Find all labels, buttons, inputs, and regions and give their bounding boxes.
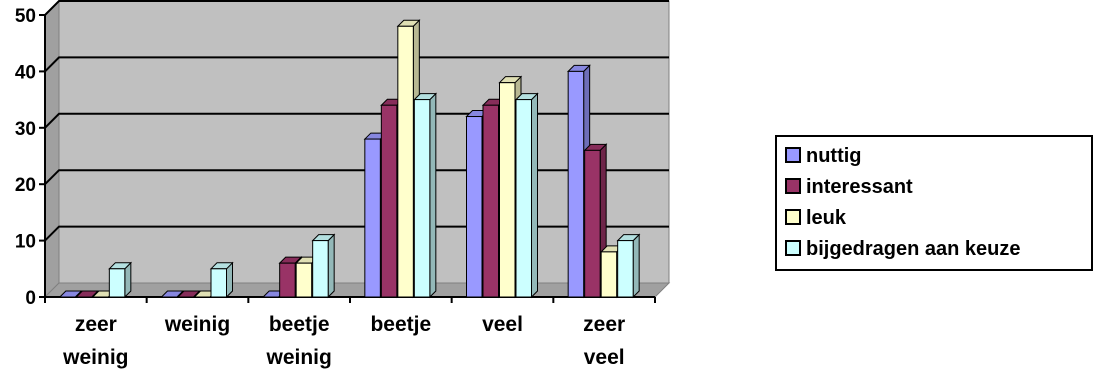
gridline (44, 0, 669, 16)
x-tick-label: veel (482, 313, 523, 336)
bars (58, 19, 641, 299)
legend-label: interessant (806, 176, 913, 198)
y-tick-label: 0 (25, 288, 36, 309)
legend-label: nuttig (806, 145, 862, 167)
bar (176, 290, 201, 298)
bar (108, 261, 133, 299)
bar (616, 233, 641, 299)
gridline (44, 225, 669, 242)
x-tick-label: zeer veel (583, 313, 625, 369)
x-tick-label: beetje weinig (265, 313, 331, 369)
x-tick-label: zeer weinig (62, 313, 128, 369)
legend: nuttig interessant leuk bijgedragen aan keu… (775, 135, 1093, 271)
legend-entry: bijgedragen aan keuze (785, 238, 1021, 260)
legend-entry: leuk (785, 207, 847, 229)
side-wall (44, 0, 60, 299)
y-tick-label: 30 (15, 119, 36, 140)
y-tick-label: 20 (15, 175, 36, 196)
bar (514, 92, 539, 299)
bar (75, 290, 100, 298)
legend-swatch (785, 240, 801, 256)
legend-label: leuk (806, 207, 847, 229)
gridline (44, 112, 669, 129)
legend-swatch (785, 209, 801, 225)
x-tick-label: beetje (370, 313, 431, 336)
bar (160, 290, 185, 298)
legend-entry: nuttig (785, 145, 862, 167)
y-tick-label: 10 (15, 232, 36, 253)
legend-label: bijgedragen aan keuze (806, 238, 1021, 260)
bar (209, 261, 234, 299)
bar (58, 290, 83, 298)
legend-swatch (785, 178, 801, 194)
bar (311, 233, 336, 299)
y-tick-label: 50 (15, 6, 36, 27)
gridline (44, 56, 669, 73)
x-tick-label: weinig (164, 313, 230, 336)
gridline (44, 169, 669, 185)
y-tick-label: 40 (15, 62, 36, 83)
gridlines (44, 0, 669, 242)
x-axis-labels: zeer weinig weinig beetje weinig beetje veel ze… (44, 297, 656, 369)
bar (413, 92, 438, 299)
y-axis-ticks: 0 10 20 30 40 50 (15, 6, 45, 309)
legend-entry: interessant (785, 176, 913, 198)
legend-box (775, 135, 1093, 271)
legend-swatch (785, 147, 801, 163)
